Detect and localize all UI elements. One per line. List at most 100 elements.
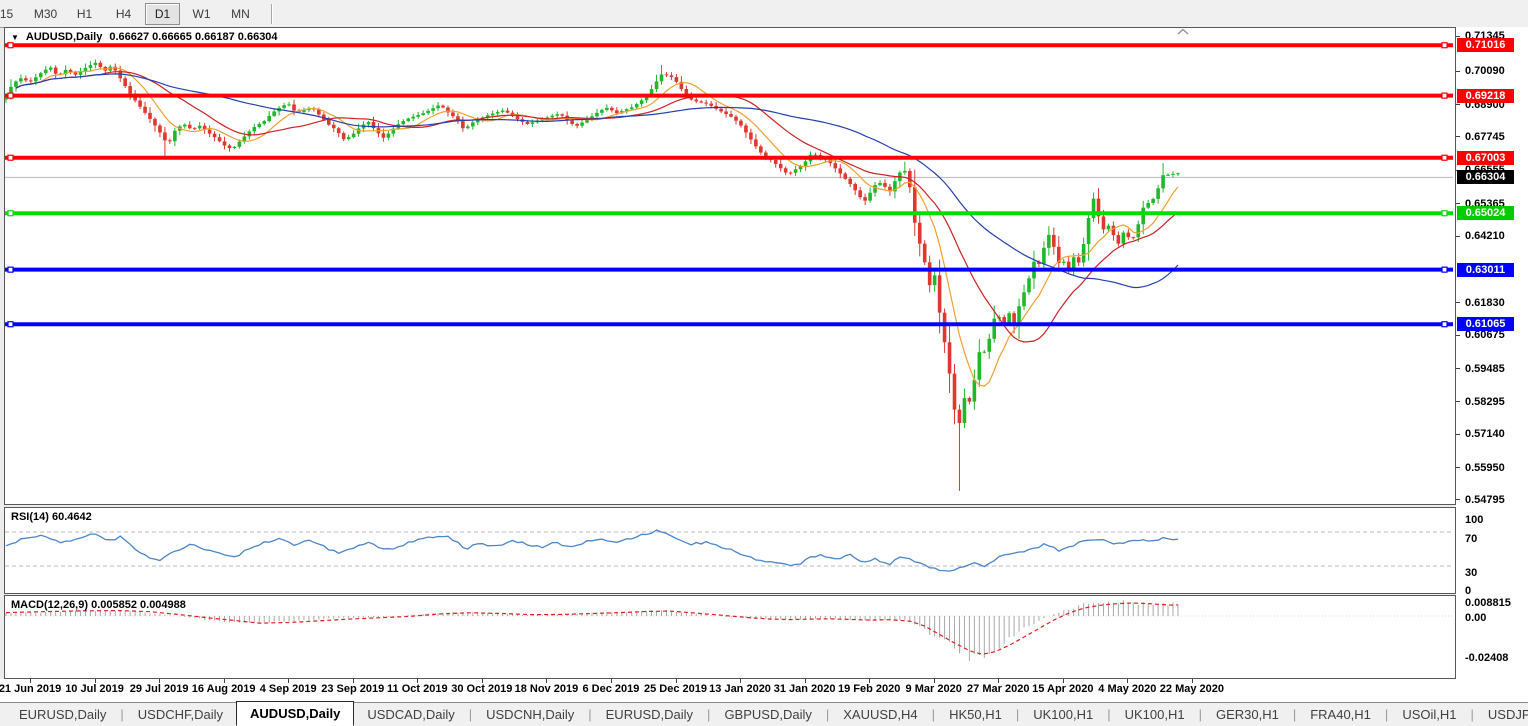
price-tick-label: 0.59485	[1465, 362, 1505, 375]
chart-tab-usdchf-1[interactable]: USDCHF,Daily	[137, 706, 224, 722]
chart-tab-ger30-11[interactable]: GER30,H1	[1215, 706, 1279, 722]
rsi-line	[5, 529, 1179, 572]
date-tick-mark	[159, 679, 161, 683]
chart-tab-hk50-8[interactable]: HK50,H1	[949, 706, 1002, 722]
tab-separator: |	[1198, 707, 1202, 722]
price-tick-mark	[1456, 203, 1460, 205]
rsi-chart	[5, 529, 1453, 572]
date-tick-mark	[675, 679, 677, 683]
date-tick-label: 18 Nov 2019	[514, 683, 579, 695]
price-badge-0.67003: 0.67003	[1457, 150, 1514, 165]
price-badge-0.65024: 0.65024	[1457, 206, 1514, 221]
macd-panel[interactable]: MACD(12,26,9) 0.005852 0.004988	[4, 595, 1456, 679]
rsi-panel[interactable]: RSI(14) 60.4642	[4, 507, 1456, 594]
symbol-label: AUDUSD,Daily	[25, 31, 103, 43]
date-tick-mark	[998, 679, 1000, 683]
price-tick-mark	[1456, 433, 1460, 435]
chart-tab-eurusd-5[interactable]: EURUSD,Daily	[605, 706, 694, 722]
tab-separator: |	[931, 707, 936, 722]
price-tick-label: 0.67745	[1465, 130, 1505, 143]
candlestick-chart	[5, 28, 1453, 491]
date-tick-mark	[417, 679, 419, 683]
price-tick-label: 0.60675	[1465, 329, 1505, 342]
price-tick-label: 0.57140	[1465, 428, 1505, 441]
price-tick-mark	[1456, 235, 1460, 237]
macd-axis-label: 0.008815	[1465, 597, 1511, 609]
chart-tab-eurusd-0[interactable]: EURUSD,Daily	[19, 706, 107, 722]
tab-separator: |	[1292, 707, 1297, 722]
ma-8-line	[15, 67, 1179, 387]
chart-tab-usdcnh-4[interactable]: USDCNH,Daily	[486, 706, 575, 722]
price-tick-label: 0.64210	[1465, 230, 1505, 243]
date-tick-mark	[1127, 679, 1129, 683]
price-tick-mark	[1456, 368, 1460, 369]
date-tick-label: 21 Jun 2019	[0, 683, 62, 695]
tab-separator: |	[120, 707, 124, 722]
date-tick-mark	[1191, 679, 1193, 683]
timeframe-button-mn[interactable]: MN	[231, 6, 250, 21]
date-tick-label: 4 Sep 2019	[259, 683, 317, 695]
chart-tab-xauusd-7[interactable]: XAUUSD,H4	[843, 706, 918, 722]
date-tick-label: 23 Sep 2019	[321, 683, 385, 695]
ma-45-line	[15, 73, 1179, 289]
price-badge-0.61065: 0.61065	[1457, 317, 1514, 332]
tab-separator: |	[468, 707, 473, 722]
date-tick-mark	[804, 679, 806, 683]
chart-tab-usdcad-3[interactable]: USDCAD,Daily	[367, 706, 455, 722]
macd-label: MACD(12,26,9) 0.005852 0.004988	[11, 599, 186, 611]
timeframe-button-m30[interactable]: M30	[33, 6, 58, 21]
main-chart-panel[interactable]: ▼ AUDUSD,Daily 0.66627 0.66665 0.66187 0…	[4, 27, 1456, 505]
date-tick-mark	[352, 679, 354, 683]
date-tick-label: 31 Jan 2020	[773, 683, 836, 695]
chart-tab-gbpusd-6[interactable]: GBPUSD,Daily	[724, 706, 812, 722]
level-line-0.63011[interactable]	[5, 266, 1453, 273]
tab-separator: |	[1384, 707, 1389, 722]
price-badge-0.63011: 0.63011	[1457, 262, 1514, 277]
timeframe-button-15[interactable]: 15	[0, 6, 14, 21]
level-line-0.69218[interactable]	[5, 92, 1453, 99]
timeframe-button-h4[interactable]: H4	[115, 6, 132, 21]
price-tick-label: 0.61830	[1465, 296, 1505, 309]
tab-separator: |	[588, 707, 592, 722]
macd-chart	[5, 600, 1453, 662]
price-tick-mark	[1456, 35, 1460, 37]
price-tick-label: 0.54795	[1465, 493, 1505, 506]
chart-tab-fra40-12[interactable]: FRA40,H1	[1310, 706, 1371, 722]
price-axis[interactable]: 0.713450.700900.689000.677450.665550.653…	[1456, 27, 1528, 702]
price-tick-label: 0.58295	[1465, 395, 1505, 408]
price-tick-mark	[1456, 70, 1460, 72]
tab-separator: |	[1107, 707, 1111, 722]
date-tick-mark	[933, 679, 935, 683]
level-line-0.61065[interactable]	[5, 321, 1453, 328]
date-axis[interactable]: 21 Jun 2019 10 Jul 2019 29 Jul 2019 16 Aug …	[0, 679, 1456, 702]
chart-tab-usoil-13[interactable]: USOil,H1	[1402, 706, 1457, 722]
date-tick-label: 19 Feb 2020	[837, 683, 901, 695]
price-tick-mark	[1456, 302, 1460, 304]
rsi-axis-label: 0	[1465, 585, 1472, 597]
level-line-0.67003[interactable]	[5, 154, 1453, 161]
chart-dropdown-icon[interactable]: ▼	[11, 32, 19, 42]
candles-layer	[5, 59, 1180, 491]
price-badge-0.71016: 0.71016	[1457, 38, 1514, 53]
chart-tab-uk100-9[interactable]: UK100,H1	[1033, 706, 1094, 722]
timeframe-button-w1[interactable]: W1	[192, 6, 211, 21]
level-line-0.71016[interactable]	[5, 42, 1453, 49]
price-tick-mark	[1456, 334, 1460, 336]
chart-tab-audusd-2[interactable]: AUDUSD,Daily	[236, 701, 355, 726]
date-tick-mark	[94, 679, 96, 683]
timeframe-button-d1[interactable]: D1	[145, 2, 180, 25]
chart-tab-uk100-10[interactable]: UK100,H1	[1124, 706, 1185, 722]
ohlc-values: 0.66627 0.66665 0.66187 0.66304	[109, 31, 278, 43]
timeframe-button-h1[interactable]: H1	[76, 6, 93, 21]
date-tick-label: 22 May 2020	[1159, 683, 1224, 695]
rsi-axis-label: 30	[1465, 567, 1478, 579]
chart-tab-usdjpy-14[interactable]: USDJPY,H1	[1487, 706, 1528, 722]
level-line-0.65024[interactable]	[5, 210, 1453, 217]
date-tick-label: 13 Jan 2020	[709, 683, 771, 695]
price-tick-label: 0.70090	[1465, 65, 1505, 78]
rsi-label: RSI(14) 60.4642	[11, 511, 92, 523]
date-tick-mark	[546, 679, 548, 683]
date-tick-label: 10 Jul 2019	[65, 683, 124, 695]
price-tick-mark	[1456, 169, 1460, 171]
date-tick-label: 25 Dec 2019	[644, 683, 707, 695]
